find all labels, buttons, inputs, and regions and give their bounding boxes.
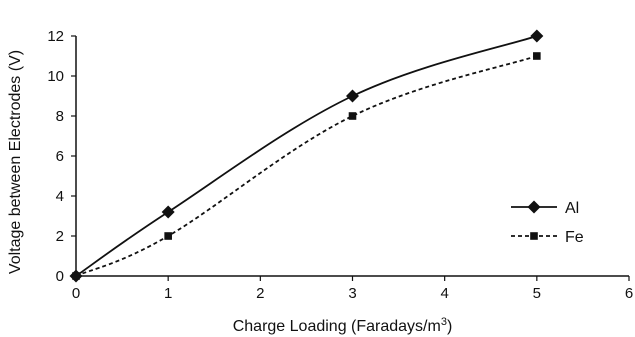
x-axis-title-suffix: ) bbox=[447, 318, 452, 335]
series-fe-point bbox=[72, 272, 80, 280]
y-axis-title: Voltage between Electrodes (V) bbox=[7, 50, 24, 274]
y-ticks: 0 2 4 6 8 10 12 bbox=[47, 28, 76, 285]
y-tick-label: 6 bbox=[56, 148, 64, 165]
y-tick-label: 12 bbox=[47, 28, 64, 45]
y-tick-label: 8 bbox=[56, 108, 64, 125]
legend: Al Fe bbox=[511, 200, 584, 246]
x-axis-title-superscript: 3 bbox=[441, 316, 447, 328]
legend-item-al: Al bbox=[511, 200, 579, 217]
x-tick-label: 3 bbox=[348, 285, 356, 302]
series-al-point bbox=[346, 89, 359, 103]
legend-marker-fe bbox=[530, 232, 538, 240]
series-al bbox=[69, 29, 544, 283]
y-tick-label: 0 bbox=[56, 268, 64, 285]
series-al-point bbox=[161, 205, 175, 219]
legend-label-al: Al bbox=[565, 200, 579, 217]
x-tick-label: 2 bbox=[256, 285, 264, 302]
x-ticks: 0 1 2 3 4 5 6 bbox=[72, 276, 633, 302]
series-fe-point bbox=[533, 52, 541, 60]
x-axis-title: Charge Loading (Faradays/m3) bbox=[233, 316, 453, 335]
series-al-point bbox=[530, 29, 544, 43]
axes bbox=[75, 36, 629, 277]
y-tick-label: 10 bbox=[47, 68, 64, 85]
x-tick-label: 5 bbox=[533, 285, 541, 302]
x-tick-label: 6 bbox=[625, 285, 633, 302]
x-tick-label: 4 bbox=[440, 285, 448, 302]
series-layer bbox=[69, 29, 544, 283]
x-tick-label: 1 bbox=[164, 285, 172, 302]
x-axis-title-main: Charge Loading (Faradays/m bbox=[233, 318, 441, 335]
series-fe bbox=[72, 52, 541, 280]
legend-label-fe: Fe bbox=[565, 229, 584, 246]
y-tick-label: 2 bbox=[56, 228, 64, 245]
y-tick-label: 4 bbox=[56, 188, 64, 205]
series-al-line bbox=[75, 35, 538, 277]
legend-item-fe: Fe bbox=[511, 229, 584, 246]
series-fe-point bbox=[348, 112, 357, 120]
x-tick-label: 0 bbox=[72, 285, 80, 302]
series-fe-point bbox=[164, 232, 172, 240]
series-fe-line bbox=[75, 55, 538, 277]
legend-marker-al bbox=[527, 200, 541, 214]
